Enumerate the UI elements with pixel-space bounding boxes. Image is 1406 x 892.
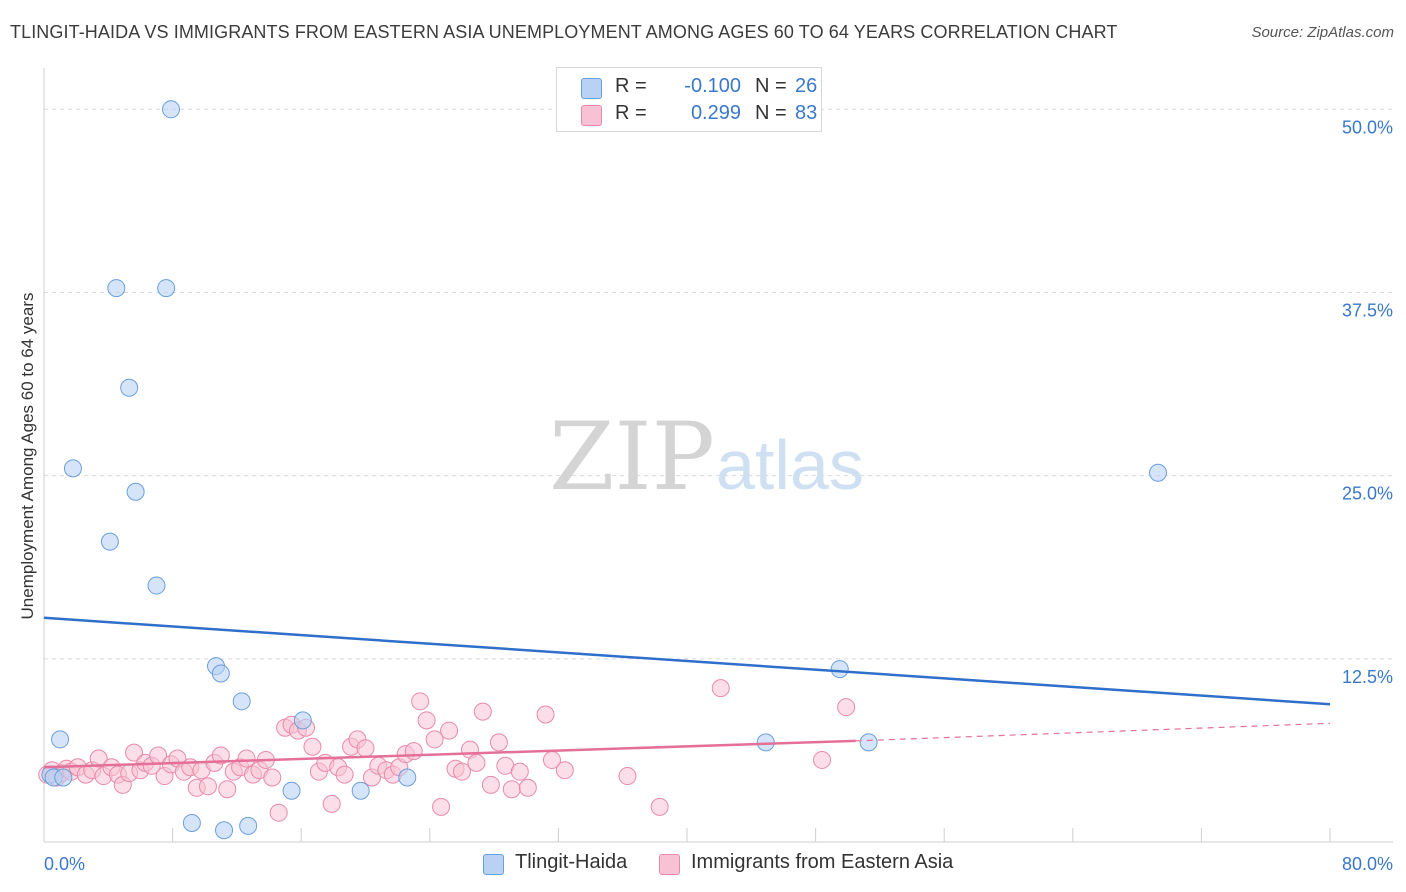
- data-point-tlingit: [351, 781, 370, 800]
- legend-swatch-blue: [581, 78, 602, 99]
- bottom-legend-label: Immigrants from Eastern Asia: [691, 851, 954, 873]
- data-point-immigrants: [837, 698, 856, 717]
- tick-labels: 12.5% 25.0% 37.5% 50.0% 0.0% 80.0%: [44, 117, 1393, 874]
- data-point-immigrants: [481, 775, 500, 794]
- data-point-tlingit: [161, 100, 180, 119]
- data-point-immigrants: [404, 742, 423, 761]
- data-point-immigrants: [237, 749, 256, 768]
- data-point-immigrants: [432, 797, 451, 816]
- data-point-tlingit: [63, 459, 82, 478]
- data-point-immigrants: [89, 749, 108, 768]
- data-point-immigrants: [417, 711, 436, 730]
- grid-lines: [44, 108, 1393, 660]
- bottom-legend-label: Tlingit-Haida: [515, 851, 628, 873]
- data-point-tlingit: [756, 733, 775, 752]
- legend-r-value: 0.299: [690, 102, 741, 124]
- data-point-immigrants: [263, 768, 282, 787]
- data-point-immigrants: [618, 767, 637, 786]
- data-point-immigrants: [452, 762, 471, 781]
- trend-lines: [43, 616, 1331, 769]
- data-point-tlingit: [157, 279, 176, 298]
- data-point-immigrants: [467, 753, 486, 772]
- data-point-tlingit: [211, 664, 230, 683]
- data-point-immigrants: [650, 797, 669, 816]
- watermark: ZIP atlas: [549, 403, 864, 512]
- bottom-legend-swatch-blue: [483, 854, 504, 875]
- trend-line-tlingit: [43, 616, 1331, 706]
- data-point-immigrants: [218, 780, 237, 799]
- data-point-tlingit: [100, 532, 119, 551]
- data-point-immigrants: [356, 739, 375, 758]
- data-point-immigrants: [502, 780, 521, 799]
- data-point-tlingit: [126, 482, 145, 501]
- data-point-immigrants: [211, 746, 230, 765]
- data-point-tlingit: [120, 378, 139, 397]
- y-tick-label: 50.0%: [1342, 117, 1393, 137]
- trend-line-immigrants-extension: [855, 722, 1331, 742]
- data-point-tlingit: [147, 576, 166, 595]
- stats-legend: R = -0.100 N = 26 R = 0.299 N = 83: [556, 67, 822, 132]
- y-tick-label: 25.0%: [1342, 484, 1393, 504]
- data-point-tlingit: [859, 733, 878, 752]
- legend-r-label: R =: [615, 75, 647, 97]
- bottom-legend-swatch-pink: [659, 854, 680, 875]
- data-point-tlingit: [398, 768, 417, 787]
- data-point-tlingit: [107, 279, 126, 298]
- legend-n-label: N =: [755, 75, 787, 97]
- trend-line-immigrants: [43, 739, 856, 769]
- data-point-immigrants: [440, 721, 459, 740]
- legend-n-value: 26: [795, 75, 818, 97]
- data-point-immigrants: [555, 761, 574, 780]
- data-point-immigrants: [335, 765, 354, 784]
- watermark-zip: ZIP: [549, 403, 715, 512]
- data-point-immigrants: [473, 702, 492, 721]
- data-point-immigrants: [125, 743, 144, 762]
- data-point-immigrants: [322, 794, 341, 813]
- data-point-immigrants: [536, 705, 555, 724]
- data-point-immigrants: [518, 778, 537, 797]
- data-point-immigrants: [711, 679, 730, 698]
- chart-title: TLINGIT-HAIDA VS IMMIGRANTS FROM EASTERN…: [10, 22, 1118, 42]
- legend-n-label: N =: [755, 102, 787, 124]
- legend-r-value: -0.100: [684, 75, 741, 97]
- data-point-tlingit: [232, 692, 251, 711]
- data-point-tlingit: [282, 781, 301, 800]
- data-point-tlingit: [293, 711, 312, 730]
- x-tick-label: 80.0%: [1342, 854, 1393, 874]
- data-point-immigrants: [510, 762, 529, 781]
- data-point-tlingit: [215, 821, 234, 840]
- axes: [43, 68, 1393, 843]
- data-point-immigrants: [489, 733, 508, 752]
- data-point-immigrants: [269, 803, 288, 822]
- data-point-immigrants: [813, 750, 832, 769]
- y-tick-label: 37.5%: [1342, 300, 1393, 320]
- data-point-immigrants: [425, 730, 444, 749]
- data-point-tlingit: [1148, 463, 1167, 482]
- y-tick-label: 12.5%: [1342, 667, 1393, 687]
- data-point-tlingit: [54, 768, 73, 787]
- series-tlingit-haida: [41, 100, 1167, 840]
- data-point-immigrants: [303, 737, 322, 756]
- y-axis-label: Unemployment Among Ages 60 to 64 years: [18, 292, 37, 620]
- legend-n-value: 83: [795, 102, 818, 124]
- x-tick-label: 0.0%: [44, 854, 85, 874]
- data-point-tlingit: [830, 660, 849, 679]
- source-label: Source: ZipAtlas.com: [1251, 24, 1394, 41]
- data-point-immigrants: [198, 777, 217, 796]
- watermark-atlas: atlas: [716, 426, 864, 504]
- legend-swatch-pink: [581, 105, 602, 126]
- data-point-tlingit: [182, 813, 201, 832]
- legend-r-label: R =: [615, 102, 647, 124]
- data-point-immigrants: [411, 692, 430, 711]
- series-immigrants-eastern-asia: [38, 679, 856, 822]
- data-point-tlingit: [51, 730, 70, 749]
- data-point-tlingit: [239, 816, 258, 835]
